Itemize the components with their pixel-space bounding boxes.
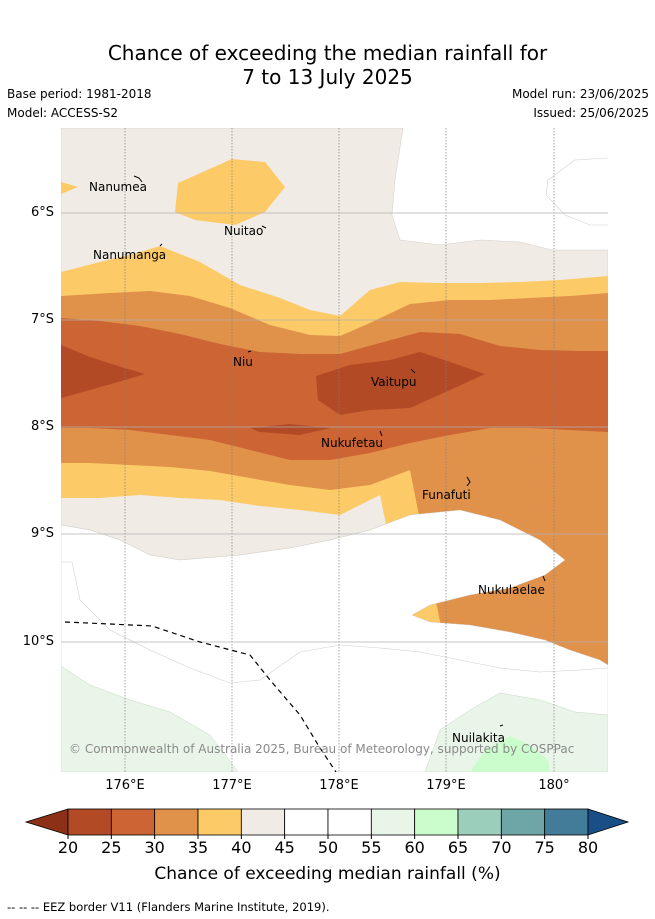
- lon-label-180: 180°: [538, 778, 570, 793]
- place-label-nanumea: Nanumea: [89, 180, 147, 194]
- eez-border: [64, 621, 337, 772]
- colorbar-tick-label: 50: [317, 838, 339, 857]
- place-label-funafuti: Funafuti: [422, 488, 471, 502]
- lon-label-176e: 176°E: [105, 778, 145, 793]
- colorbar-tick-label: 70: [491, 838, 512, 857]
- colorbar-tick-label: 45: [274, 838, 295, 857]
- colorbar-cell: [544, 808, 589, 836]
- place-label-niu: Niu: [233, 355, 253, 369]
- place-label-nuitao: Nuitao: [224, 224, 264, 238]
- lat-label-7s: 7°S: [30, 312, 54, 327]
- colorbar-tick-label: 30: [144, 838, 165, 857]
- colorbar-tick-label: 35: [187, 838, 209, 857]
- lat-label-6s: 6°S: [30, 205, 54, 220]
- lat-label-8s: 8°S: [30, 419, 54, 434]
- eez-footnote: -- -- -- EEZ border V11 (Flanders Marine…: [7, 900, 330, 914]
- colorbar-high-extension: [587, 808, 630, 836]
- place-label-nuilakita: Nuilakita: [452, 731, 505, 745]
- rainfall-map: [61, 128, 608, 772]
- colorbar-cell: [110, 808, 156, 836]
- place-label-nanumanga: Nanumanga: [93, 248, 167, 262]
- colorbar-cell: [414, 808, 459, 836]
- place-label-nukulaelae: Nukulaelae: [478, 583, 545, 597]
- issued-date: Issued: 25/06/2025: [533, 106, 649, 120]
- model-run-date: Model run: 23/06/2025: [511, 87, 649, 101]
- lon-label-179e: 179°E: [426, 778, 466, 793]
- lat-label-9s: 9°S: [30, 526, 54, 541]
- colorbar-cell: [327, 808, 372, 836]
- lat-label-10s: 10°S: [22, 634, 54, 649]
- colorbar-cell: [240, 808, 286, 836]
- colorbar-cell: [154, 808, 199, 836]
- colorbar-tick-label: 75: [534, 838, 555, 857]
- colorbar-tick-label: 25: [101, 838, 122, 857]
- colorbar-cell: [197, 808, 242, 836]
- model-name: Model: ACCESS-S2: [7, 106, 119, 120]
- colorbar-low-extension: [24, 808, 69, 836]
- place-label-vaitupu: Vaitupu: [371, 375, 417, 389]
- colorbar-cell: [284, 808, 329, 836]
- base-period: Base period: 1981-2018: [7, 87, 152, 101]
- map-title-line1: Chance of exceeding the median rainfall …: [107, 41, 548, 65]
- lon-label-177e: 177°E: [212, 778, 252, 793]
- colorbar-tick-label: 20: [57, 838, 79, 857]
- colorbar-tick-label: 60: [404, 838, 425, 857]
- colorbar-tick-label: 80: [577, 838, 599, 857]
- colorbar-tick-label: 65: [447, 838, 469, 857]
- colorbar-cell: [67, 808, 112, 836]
- colorbar-tick-label: 55: [361, 838, 382, 857]
- place-label-nukufetau: Nukufetau: [321, 436, 384, 450]
- colorbar-label: Chance of exceeding median rainfall (%): [154, 864, 501, 884]
- colorbar: [24, 808, 630, 839]
- rainfall-contours: [61, 128, 608, 772]
- colorbar-cell: [500, 808, 546, 836]
- colorbar-cell: [370, 808, 416, 836]
- lon-label-178e: 178°E: [319, 778, 359, 793]
- map-copyright: © Commonwealth of Australia 2025, Bureau…: [69, 742, 575, 756]
- map-title-line2: 7 to 13 July 2025: [242, 65, 413, 89]
- colorbar-cell: [457, 808, 502, 836]
- colorbar-tick-label: 40: [231, 838, 252, 857]
